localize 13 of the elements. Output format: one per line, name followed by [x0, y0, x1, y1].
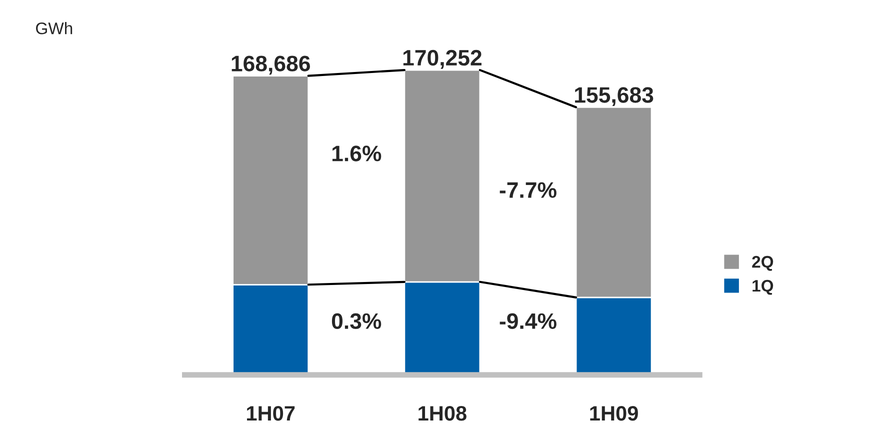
annotation: 170,252	[403, 50, 482, 69]
x-tick-label: 1H07	[247, 406, 295, 421]
annotation: 0.3%	[332, 313, 382, 330]
annotation: -7.7%	[500, 182, 556, 198]
x-tick-label: 1H09	[590, 406, 638, 421]
legend-label: 2Q	[752, 256, 774, 271]
x-tick-label: 1H08	[418, 406, 466, 421]
annotation: 168,686	[232, 56, 310, 75]
text: GWh	[36, 22, 72, 34]
annotation: -9.4%	[500, 313, 556, 330]
annotation: 1.6%	[332, 146, 382, 162]
annotation: 155,683	[575, 87, 654, 106]
legend-label: 1Q	[752, 280, 774, 295]
